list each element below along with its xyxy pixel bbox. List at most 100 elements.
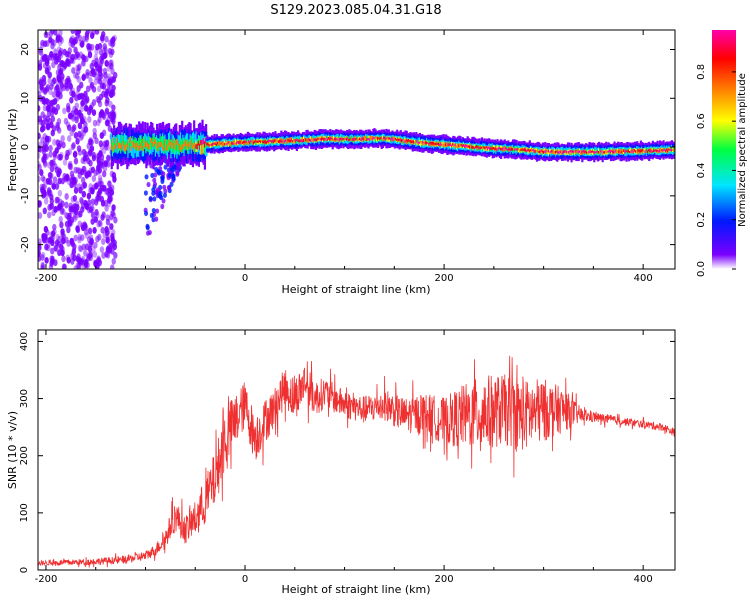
- heatmap-cell: [594, 149, 597, 154]
- heatmap-cell: [570, 149, 573, 156]
- heatmap-cell: [113, 216, 118, 224]
- heatmap-cell: [299, 139, 302, 143]
- heatmap-cell: [304, 139, 307, 143]
- heatmap-cell: [507, 146, 510, 152]
- heatmap-cell: [596, 150, 599, 153]
- heatmap-cell: [258, 140, 261, 143]
- heatmap-cell: [507, 148, 510, 151]
- heatmap-cell: [249, 138, 252, 144]
- heatmap-cell: [615, 150, 619, 153]
- heatmap-cell: [201, 142, 204, 155]
- heatmap-cell: [539, 150, 542, 154]
- heatmap-cell: [169, 142, 172, 148]
- heatmap-cell: [60, 177, 65, 185]
- heatmap-cell: [99, 72, 104, 80]
- heatmap-cell: [85, 72, 90, 79]
- heatmap-cell: [106, 244, 112, 251]
- heatmap-cell: [418, 141, 422, 144]
- heatmap-cell: [596, 149, 599, 156]
- snr-panel: -200 0 200 400 0 100 200 300 400 Height of stra…: [6, 329, 676, 596]
- heatmap-cell: [64, 149, 70, 157]
- heatmap-cell: [212, 143, 215, 146]
- heatmap-cell: [216, 141, 220, 145]
- heatmap-cell: [162, 192, 167, 198]
- heatmap-cell: [105, 236, 110, 244]
- heatmap-cell: [121, 134, 124, 147]
- heatmap-cell: [156, 142, 159, 149]
- heatmap-cell: [141, 140, 144, 151]
- heatmap-cell: [126, 142, 129, 148]
- heatmap-cell: [368, 135, 371, 140]
- heatmap-cell: [76, 64, 82, 72]
- heatmap-cell: [517, 147, 521, 151]
- heatmap-cell: [268, 139, 271, 142]
- heatmap-cell: [639, 149, 642, 153]
- heatmap-cell: [111, 111, 116, 118]
- x-tick-label: 400: [634, 273, 653, 284]
- heatmap-cell: [81, 148, 87, 156]
- heatmap-cell: [53, 30, 58, 36]
- heatmap-cell: [618, 150, 621, 154]
- heatmap-cell: [252, 141, 255, 145]
- heatmap-cell: [42, 104, 48, 112]
- heatmap-cell: [571, 150, 574, 156]
- heatmap-cell: [455, 145, 459, 148]
- heatmap-cell: [393, 137, 396, 140]
- heatmap-cell: [636, 150, 639, 153]
- heatmap-cell: [332, 136, 336, 141]
- heatmap-cell: [307, 137, 310, 141]
- heatmap-cell: [420, 140, 423, 147]
- heatmap-cell: [208, 143, 211, 147]
- heatmap-cell: [577, 150, 580, 154]
- heatmap-cell: [57, 76, 62, 83]
- heatmap-cell: [99, 246, 105, 254]
- heatmap-cell: [114, 143, 117, 149]
- heatmap-cell: [230, 142, 233, 146]
- heatmap-cell: [654, 149, 657, 152]
- heatmap-cell: [344, 137, 347, 140]
- heatmap-cell: [609, 150, 613, 154]
- heatmap-cell: [637, 149, 640, 152]
- heatmap-cell: [606, 150, 609, 154]
- heatmap-cell: [56, 46, 62, 53]
- heatmap-cell: [97, 259, 102, 267]
- heatmap-cell: [234, 142, 238, 145]
- heatmap-cell: [356, 138, 359, 141]
- heatmap-cell: [66, 214, 72, 222]
- heatmap-cell: [127, 144, 130, 151]
- heatmap-cell: [255, 139, 258, 143]
- heatmap-cell: [593, 150, 596, 154]
- heatmap-cell: [80, 126, 86, 134]
- heatmap-cell: [316, 138, 319, 142]
- heatmap-cell: [83, 121, 88, 128]
- heatmap-cell: [646, 150, 650, 154]
- spectrogram-x-ticks: -200 0 200 400: [35, 30, 653, 284]
- heatmap-cell: [399, 138, 402, 142]
- heatmap-cell: [228, 142, 232, 145]
- heatmap-cell: [42, 153, 47, 161]
- heatmap-cell: [563, 150, 566, 154]
- heatmap-cell: [47, 178, 53, 186]
- heatmap-cell: [43, 233, 48, 241]
- heatmap-cell: [76, 211, 82, 219]
- heatmap-cell: [93, 216, 98, 223]
- heatmap-cell: [265, 141, 269, 144]
- heatmap-cell: [338, 138, 341, 141]
- heatmap-cell: [40, 97, 45, 105]
- heatmap-cell: [649, 149, 652, 152]
- heatmap-cell: [220, 142, 223, 145]
- heatmap-cell: [314, 138, 318, 142]
- heatmap-cell: [88, 76, 93, 84]
- heatmap-cell: [108, 100, 113, 108]
- heatmap-cell: [77, 172, 82, 179]
- heatmap-cell: [152, 181, 157, 187]
- heatmap-cell: [540, 149, 543, 152]
- heatmap-cell: [100, 34, 105, 42]
- heatmap-cell: [242, 141, 245, 145]
- heatmap-cell: [88, 136, 93, 144]
- heatmap-cell: [89, 32, 95, 40]
- heatmap-cell: [436, 142, 439, 145]
- heatmap-cell: [98, 140, 104, 148]
- heatmap-cell: [151, 138, 154, 143]
- heatmap-cell: [129, 137, 132, 144]
